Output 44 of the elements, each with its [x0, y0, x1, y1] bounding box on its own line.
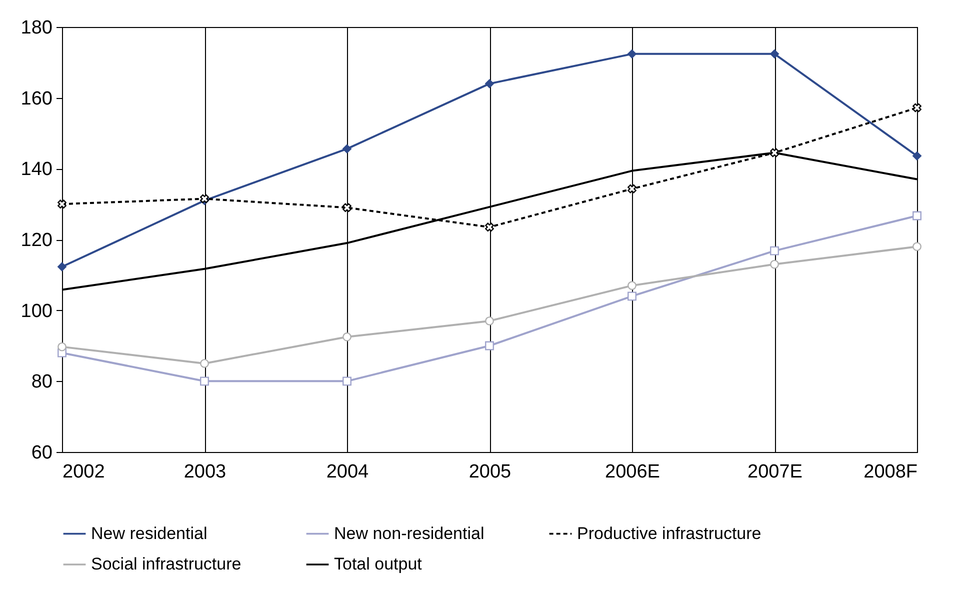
point [770, 260, 779, 269]
y-tick-label: 160 [20, 88, 52, 110]
x-tick-label: 2007E [748, 462, 802, 482]
x-tick-label: 2006E [605, 462, 660, 482]
x-tick-label: 2002 [62, 462, 105, 482]
point [770, 148, 779, 158]
point [342, 203, 352, 212]
point [58, 200, 66, 209]
y-tick-label: 100 [20, 300, 52, 322]
x-tick-label: 2003 [184, 462, 226, 482]
y-tick-label: 120 [20, 230, 52, 251]
legend-label: Total output [334, 554, 422, 574]
legend-label: New residential [91, 524, 208, 543]
point [58, 342, 66, 352]
point [912, 211, 922, 220]
point [628, 281, 636, 290]
legend-label: Productive infrastructure [577, 524, 762, 543]
y-tick-label: 140 [20, 159, 52, 180]
point [342, 376, 352, 386]
point [485, 222, 494, 232]
point [628, 292, 636, 301]
x-tick-label: 2008F [864, 462, 918, 482]
point [200, 358, 209, 368]
point [912, 151, 922, 160]
x-tick-label: 2005 [468, 462, 512, 482]
y-tick-label: 180 [20, 18, 52, 38]
point [342, 332, 352, 342]
point [912, 103, 922, 112]
point [342, 144, 352, 154]
y-tick-label: 80 [31, 372, 52, 393]
legend-label: Social infrastructure [91, 554, 242, 574]
point [628, 184, 636, 194]
y-tick-label: 60 [31, 442, 52, 464]
point [485, 341, 494, 350]
point [628, 49, 636, 58]
point [58, 262, 66, 272]
point [770, 246, 779, 256]
point [770, 49, 779, 58]
x-tick-label: 2004 [326, 462, 370, 482]
point [912, 242, 922, 252]
point [485, 79, 494, 88]
legend-label: New non-residential [334, 524, 484, 543]
point [200, 376, 209, 386]
point [485, 316, 494, 326]
